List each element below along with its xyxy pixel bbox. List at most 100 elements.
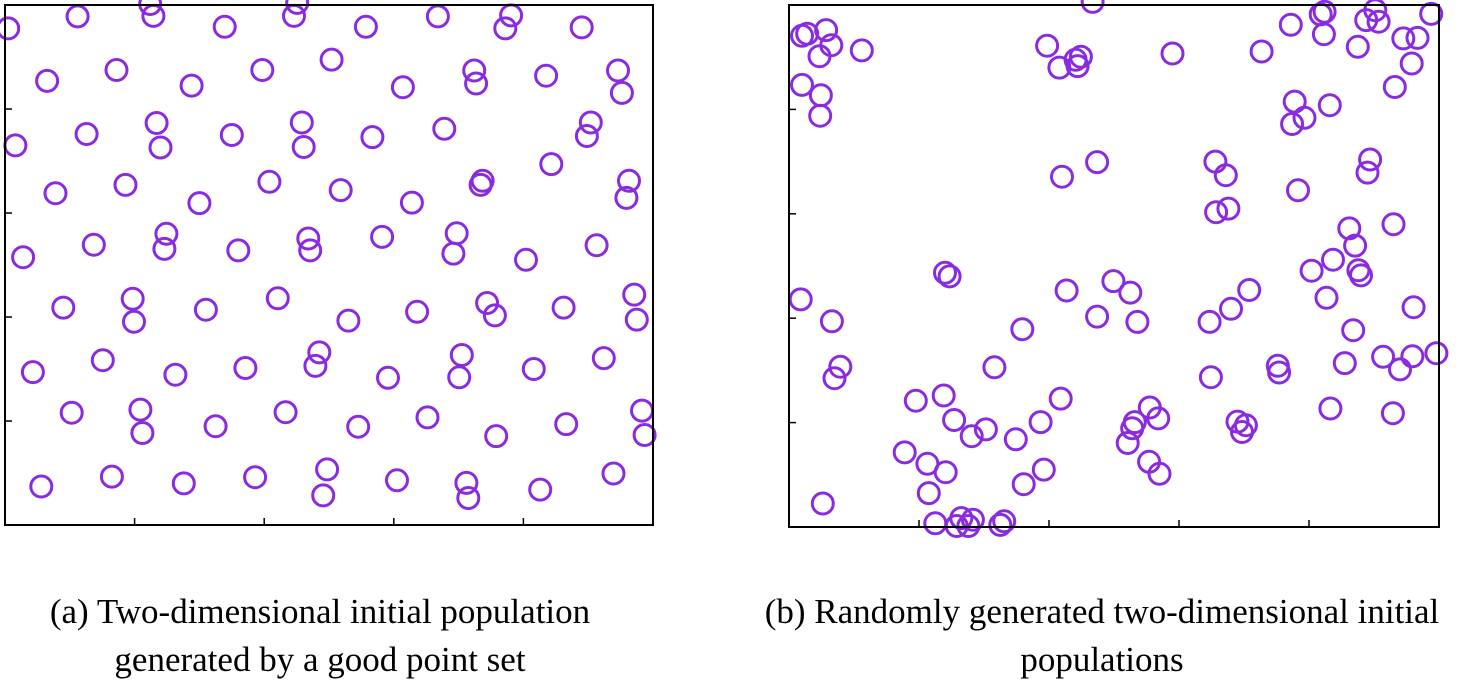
chart-a-point [130, 421, 155, 445]
chart-a-point [187, 191, 212, 216]
chart-b-point [1203, 149, 1228, 174]
chart-b-point [1230, 420, 1254, 444]
chart-a-point [219, 123, 244, 147]
chart-b-point [1314, 285, 1339, 310]
chart-a-point [43, 181, 68, 206]
chart-a-point [376, 365, 400, 390]
caption-b: (b) Randomly generated two-dimensional i… [720, 588, 1484, 684]
chart-b-point [828, 354, 853, 379]
chart-a-point [74, 122, 99, 146]
chart-b-point [933, 260, 957, 285]
chart-a-point [250, 58, 275, 82]
chart-a-point [113, 172, 138, 197]
chart-b-point [1085, 304, 1110, 329]
chart-b-point [1341, 318, 1366, 343]
chart-b-point [892, 440, 917, 465]
chart-b-point [814, 18, 839, 43]
chart-a-point [425, 4, 450, 29]
chart-b-point [1125, 309, 1150, 334]
chart-a-point [622, 282, 647, 307]
chart-b-point [1050, 164, 1074, 189]
chart-b-point [1118, 280, 1143, 305]
chart-b-point [819, 33, 844, 58]
chart-a-point [360, 125, 385, 150]
chart-b-point [923, 511, 948, 536]
chart-a-point [574, 124, 599, 148]
chart-b-point [1332, 351, 1357, 376]
chart-b-point [810, 491, 835, 516]
chart-b-point [808, 83, 833, 108]
chart-a-point [632, 423, 657, 447]
chart-b-point [1080, 0, 1105, 14]
chart-a-point [311, 483, 336, 508]
chart-a-point [296, 226, 321, 251]
chart-b-point [1399, 51, 1424, 76]
chart-b-point [1198, 365, 1223, 390]
chart-a-point [315, 457, 340, 482]
chart-a-point [606, 58, 630, 83]
chart-a-point [51, 295, 76, 320]
chart-a-point [90, 348, 115, 373]
chart-a-point [336, 308, 361, 333]
chart-a-point [0, 16, 21, 41]
chart-b-point [1146, 406, 1171, 431]
chart-b-point [1388, 357, 1412, 382]
chart-b-point [1424, 341, 1449, 366]
chart-b-frame [788, 4, 1440, 528]
chart-b-point [1380, 401, 1405, 426]
chart-a-point [514, 247, 538, 272]
chart-b-point [1349, 263, 1373, 288]
chart-a-point [609, 80, 634, 105]
chart-a-point [551, 295, 576, 320]
chart-b-point [1343, 233, 1368, 258]
chart-b-point [1280, 112, 1305, 136]
chart-b-point [822, 366, 847, 391]
chart-b-points [788, 0, 1449, 538]
chart-b-point [1237, 278, 1262, 302]
chart-b-point [1299, 258, 1324, 283]
chart-b [788, 0, 1449, 538]
chart-a-point [569, 15, 594, 40]
chart-b-point [1047, 55, 1072, 80]
chart-b-point [1219, 296, 1243, 321]
chart-b-point [1035, 33, 1060, 58]
chart-a-point [601, 461, 626, 486]
chart-b-point [1366, 9, 1391, 34]
chart-a-point [120, 286, 145, 311]
chart-a-point [493, 16, 518, 41]
caption-b-line1: (b) Randomly generated two-dimensional i… [764, 592, 1440, 631]
chart-b-point [1419, 1, 1444, 26]
chart-b-point [819, 309, 844, 334]
chart-a-point [193, 297, 218, 322]
chart-a-point [243, 465, 268, 490]
chart-a-point [171, 471, 196, 496]
chart-b-point [931, 383, 956, 408]
chart-a-point [528, 477, 553, 502]
caption-b-line2: populations [1020, 640, 1184, 679]
chart-a-point [482, 303, 507, 328]
chart-b-point [982, 355, 1007, 380]
chart-b-point [1337, 216, 1362, 241]
chart-b-point [942, 408, 967, 432]
chart-a-point [148, 135, 173, 160]
chart-b-point [1354, 8, 1379, 33]
chart-b-point [808, 103, 833, 128]
chart-a-point [441, 241, 466, 266]
chart-a-point [152, 236, 177, 261]
chart-a-point [447, 365, 472, 390]
chart-a-point [390, 75, 415, 100]
chart-b-point [1282, 89, 1307, 114]
chart-a-point [346, 414, 371, 439]
chart-a-point [399, 190, 424, 215]
chart-b-point [1401, 295, 1426, 320]
chart-b-point [988, 512, 1013, 537]
chart-b-point [1400, 344, 1425, 369]
chart-a-point [104, 58, 129, 82]
chart-a-point [432, 116, 457, 141]
chart-a-point [298, 238, 323, 263]
chart-b-point [1011, 472, 1036, 497]
chart-b-point [1249, 39, 1274, 64]
chart-a-point [257, 169, 282, 194]
chart-b-point [1028, 410, 1053, 435]
chart-a-point [233, 356, 258, 380]
